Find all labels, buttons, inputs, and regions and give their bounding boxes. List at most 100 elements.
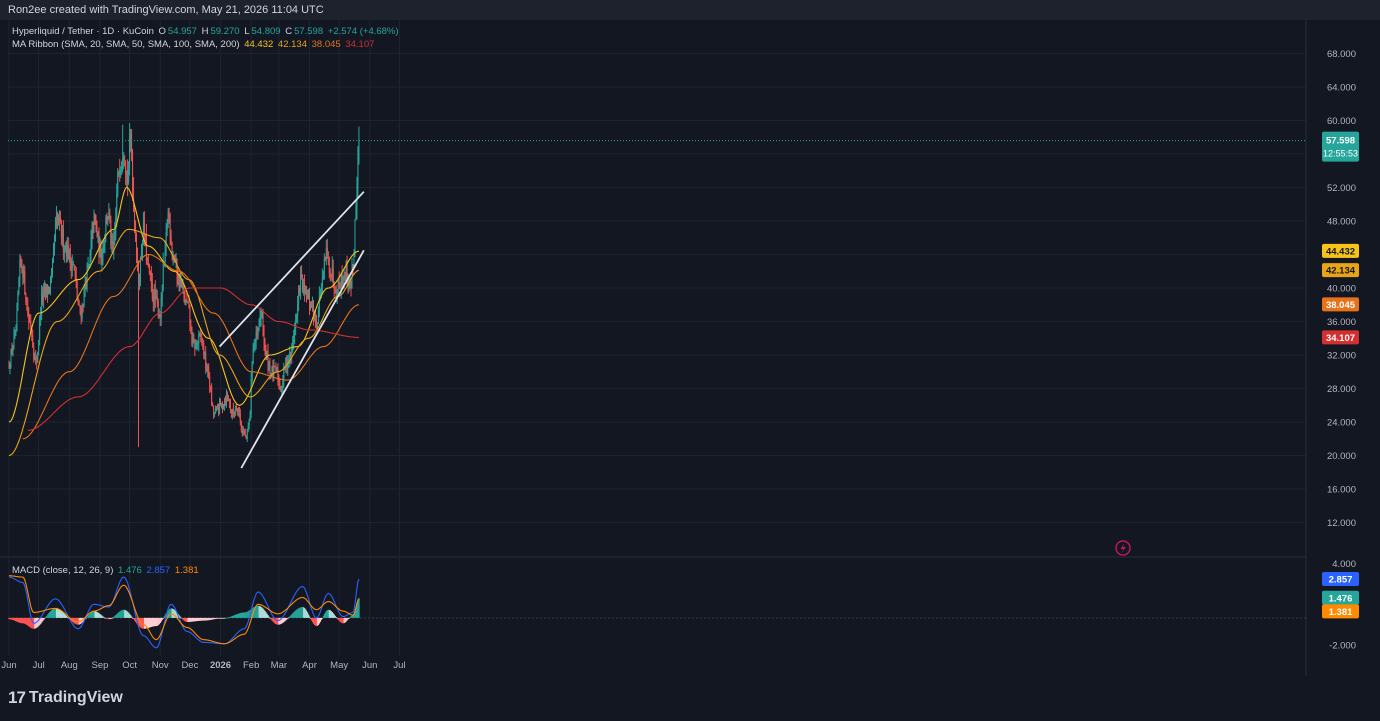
candle-down bbox=[45, 287, 47, 294]
candle-down bbox=[135, 227, 137, 236]
macd-hist-bar bbox=[172, 608, 174, 618]
macd-hist-bar bbox=[128, 612, 130, 618]
candle-up bbox=[117, 172, 119, 195]
candle-down bbox=[136, 235, 138, 254]
macd-hist-bar bbox=[288, 617, 290, 619]
candle-down bbox=[95, 219, 97, 226]
candle-up bbox=[248, 419, 250, 425]
candle-down bbox=[85, 284, 87, 286]
candle-up bbox=[120, 169, 122, 174]
candle-up bbox=[291, 347, 293, 357]
macd-hist-bar bbox=[191, 617, 193, 622]
candle-up bbox=[337, 280, 339, 295]
candle-up bbox=[13, 334, 15, 348]
macd-hist-bar bbox=[91, 611, 93, 618]
macd-hist-bar bbox=[218, 617, 220, 619]
price-tick-label: 60.000 bbox=[1327, 116, 1356, 127]
candle-down bbox=[341, 272, 343, 287]
macd-hist-bar bbox=[181, 617, 183, 619]
macd-hist-bar bbox=[15, 617, 17, 622]
candle-down bbox=[77, 298, 79, 305]
candle-down bbox=[262, 310, 264, 329]
time-tick-label: Feb bbox=[243, 660, 259, 671]
macd-hist-bar bbox=[195, 617, 197, 622]
macd-hist-bar bbox=[331, 612, 333, 618]
macd-hist-bar bbox=[29, 617, 31, 628]
macd-hist-bar bbox=[278, 617, 280, 625]
ma20-badge-bg bbox=[1322, 243, 1359, 258]
candle-down bbox=[240, 421, 242, 431]
macd-hist-bar bbox=[303, 607, 305, 618]
macd-hist-bar bbox=[238, 613, 241, 618]
macd-hist-bar bbox=[110, 617, 112, 619]
candle-down bbox=[244, 433, 246, 436]
ma-line-sma200 bbox=[27, 287, 359, 431]
candle-down bbox=[272, 365, 274, 376]
candle-up bbox=[44, 288, 46, 291]
candle-down bbox=[233, 413, 235, 415]
candle-down bbox=[171, 246, 173, 256]
macd-hist-bar bbox=[284, 617, 286, 622]
macd-hist-bar bbox=[325, 610, 328, 618]
candle-down bbox=[25, 294, 27, 303]
candle-down bbox=[227, 396, 229, 401]
candle-down bbox=[73, 264, 75, 269]
candle-up bbox=[331, 266, 333, 275]
candle-up bbox=[46, 285, 48, 295]
macd-hist-bar bbox=[144, 617, 147, 629]
macd-hist-bar bbox=[24, 617, 26, 624]
candle-up bbox=[64, 246, 66, 250]
macd-hist-bar bbox=[256, 605, 258, 618]
macd-hist-bar bbox=[259, 606, 261, 618]
candle-down bbox=[236, 409, 238, 411]
candle-up bbox=[52, 247, 54, 258]
macd-legend[interactable]: MACD (close, 12, 26, 9) 1.476 2.857 1.38… bbox=[12, 565, 201, 576]
tradingview-logo[interactable]: 17 TradingView bbox=[8, 688, 123, 708]
candle-down bbox=[186, 299, 188, 302]
ma-ribbon-legend[interactable]: MA Ribbon (SMA, 20, SMA, 50, SMA, 100, S… bbox=[12, 39, 376, 50]
ma20-badge: 44.432 bbox=[1326, 246, 1355, 257]
candle-down bbox=[92, 228, 94, 232]
candle-down bbox=[312, 300, 314, 317]
candle-up bbox=[282, 380, 284, 389]
macd-hist-bar bbox=[215, 617, 217, 619]
candle-down bbox=[200, 332, 202, 337]
price-chart[interactable]: 12.000 16.000 20.000 24.000 28.000 32.000 36.0… bbox=[0, 20, 1380, 676]
macd-hist-bar bbox=[350, 616, 352, 618]
candle-down bbox=[177, 277, 179, 284]
candle-down bbox=[206, 368, 208, 372]
candle-up bbox=[97, 232, 99, 237]
macd-hist-bar bbox=[280, 617, 282, 624]
macd-hist-bar bbox=[196, 617, 198, 622]
candle-up bbox=[54, 225, 56, 242]
macd-hist-bar bbox=[98, 613, 100, 618]
macd-hist-bar bbox=[302, 607, 304, 618]
macd-hist-bar bbox=[354, 610, 356, 618]
macd-hist-bar bbox=[245, 612, 247, 618]
candle-up bbox=[103, 243, 105, 247]
macd-hist-bar bbox=[251, 608, 253, 618]
macd-hist-bar bbox=[46, 615, 48, 618]
candle-down bbox=[33, 347, 35, 360]
candle-up bbox=[55, 216, 57, 225]
macd-hist-bar bbox=[352, 615, 354, 618]
macd-hist-bar bbox=[324, 612, 327, 618]
macd-hist-bar bbox=[285, 617, 287, 621]
candle-up bbox=[153, 290, 155, 305]
macd-hist-bar bbox=[60, 611, 63, 618]
candle-down bbox=[26, 304, 28, 306]
macd-hist-bar bbox=[330, 611, 332, 618]
macd-hist-bar bbox=[190, 617, 192, 622]
trendline-lower[interactable] bbox=[240, 249, 365, 469]
macd-hist-bar bbox=[51, 609, 54, 618]
lightning-bolt-icon[interactable] bbox=[1115, 540, 1131, 556]
candle-up bbox=[53, 240, 55, 249]
macd-hist-bar bbox=[286, 617, 288, 620]
macd-hist-bar bbox=[163, 616, 165, 618]
candle-up bbox=[155, 295, 157, 299]
macd-hist-bar bbox=[109, 617, 111, 620]
candle-up bbox=[353, 254, 355, 266]
price-tick-label: 12.000 bbox=[1327, 518, 1356, 529]
trendline-upper[interactable] bbox=[218, 191, 365, 348]
time-tick-label: Nov bbox=[152, 660, 169, 671]
